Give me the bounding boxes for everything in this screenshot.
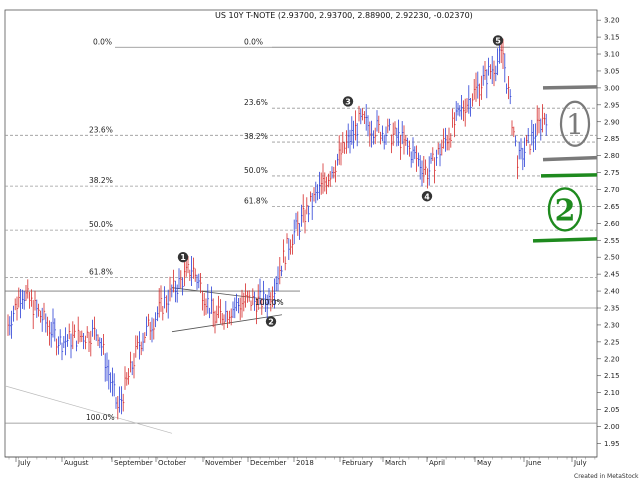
y-tick-label: 2.35 xyxy=(604,305,620,313)
y-tick-label: 2.75 xyxy=(604,169,620,177)
wave-marker-label: 4 xyxy=(424,192,430,201)
wave-marker-circle xyxy=(177,252,189,263)
x-tick-label: December xyxy=(250,459,286,467)
wave-marker-label: 3 xyxy=(345,97,351,106)
wave-marker-circle xyxy=(265,316,277,327)
wave-marker-label: 2 xyxy=(268,318,274,327)
wave-marker-label: 5 xyxy=(495,36,501,45)
price-bars xyxy=(7,36,548,420)
wave-marker-circle xyxy=(342,96,354,107)
credit-text: Created in MetaStock xyxy=(574,473,639,480)
fib-left-label: 50.0% xyxy=(89,220,113,229)
annotation-1-label: 1 xyxy=(566,108,584,141)
fibonacci-lines xyxy=(5,46,597,424)
annotation-2-bracket-top xyxy=(540,173,598,178)
fib-right-label: 100.0% xyxy=(255,298,284,307)
y-tick-label: 2.70 xyxy=(604,186,620,194)
x-tick-label: 2018 xyxy=(296,459,314,467)
x-tick-label: October xyxy=(158,459,186,467)
fib-right-label: 0.0% xyxy=(244,37,263,46)
fib-right-label: 61.8% xyxy=(244,196,268,205)
y-tick-label: 3.10 xyxy=(604,51,620,59)
y-tick-label: 2.30 xyxy=(604,321,620,329)
fib-right-label: 38.2% xyxy=(244,132,268,141)
wave-marker-circle xyxy=(421,191,433,202)
y-tick-label: 2.90 xyxy=(604,118,620,126)
x-tick-label: July xyxy=(573,459,587,467)
y-tick-label: 2.40 xyxy=(604,288,620,296)
y-tick-label: 2.10 xyxy=(604,389,620,397)
fibonacci-labels: 0.0% 23.6% 38.2% 50.0% 61.8% 100.0% 0.0% 23.6% 3… xyxy=(86,37,284,422)
fib-left-label: 61.8% xyxy=(89,268,113,277)
x-tick-label: May xyxy=(477,459,491,467)
trend-line-lower xyxy=(4,385,173,434)
y-tick-label: 2.15 xyxy=(604,372,620,380)
y-tick-label: 3.00 xyxy=(604,84,620,92)
annotation-2-bracket-bottom xyxy=(532,237,598,243)
y-tick-label: 2.60 xyxy=(604,220,620,228)
wave-marker-circle xyxy=(492,35,504,46)
annotation-2-label: 2 xyxy=(555,193,576,228)
annotation-1-bracket-bottom xyxy=(542,155,598,162)
wave-marker-label: 1 xyxy=(180,253,186,262)
y-tick-label: 2.80 xyxy=(604,152,620,160)
fib-left-label: 23.6% xyxy=(89,125,113,134)
x-axis: July August September October November Decemb… xyxy=(5,456,597,467)
x-tick-label: July xyxy=(17,459,31,467)
fib-left-label: 100.0% xyxy=(86,413,115,422)
y-tick-label: 2.25 xyxy=(604,338,620,346)
annotation-2-circle xyxy=(547,187,583,232)
x-tick-label: September xyxy=(114,459,153,467)
fib-left-label: 38.2% xyxy=(89,176,113,185)
fib-right-label: 23.6% xyxy=(244,98,268,107)
fib-right-label: 50.0% xyxy=(244,166,268,175)
triangle-lower-line xyxy=(171,314,283,333)
x-tick-label: March xyxy=(385,459,406,467)
y-tick-label: 3.15 xyxy=(604,34,620,42)
y-tick-label: 2.45 xyxy=(604,271,620,279)
y-tick-label: 1.95 xyxy=(604,440,620,448)
x-tick-label: August xyxy=(64,459,89,467)
x-tick-label: April xyxy=(429,459,445,467)
annotation-1-circle xyxy=(559,100,591,147)
x-tick-label: February xyxy=(342,459,373,467)
x-tick-label: June xyxy=(525,459,541,467)
y-tick-label: 2.95 xyxy=(604,101,620,109)
y-tick-label: 2.05 xyxy=(604,406,620,414)
y-tick-label: 3.05 xyxy=(604,67,620,75)
annotation-1-bracket-top xyxy=(542,85,598,90)
y-tick-label: 2.65 xyxy=(604,203,620,211)
wave-markers: 1 2 3 4 5 xyxy=(177,35,504,327)
x-tick-label: November xyxy=(205,459,242,467)
chart-title: US 10Y T-NOTE (2.93700, 2.93700, 2.88900… xyxy=(215,11,473,20)
y-tick-label: 2.20 xyxy=(604,355,620,363)
y-axis: 3.20 3.15 3.10 3.05 3.00 2.95 2.90 2.85 2.80 2.75… xyxy=(597,17,620,448)
y-tick-label: 2.85 xyxy=(604,135,620,143)
handwritten-annotations: 12 xyxy=(532,85,598,243)
fib-left-label: 0.0% xyxy=(93,37,112,46)
y-tick-label: 2.00 xyxy=(604,423,620,431)
y-tick-label: 2.55 xyxy=(604,237,620,245)
y-tick-label: 2.50 xyxy=(604,254,620,262)
y-tick-label: 3.20 xyxy=(604,17,620,25)
